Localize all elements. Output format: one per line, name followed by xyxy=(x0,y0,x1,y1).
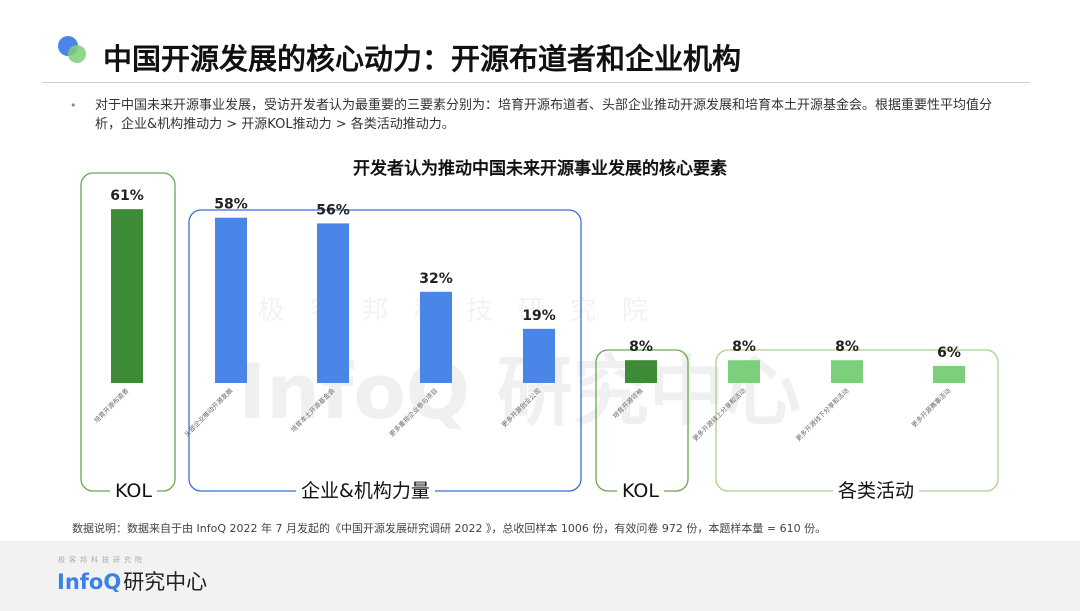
data-label: 8% xyxy=(732,339,756,355)
category-label: 培育本土开源基金会 xyxy=(289,386,337,434)
group-label: KOL xyxy=(110,480,157,502)
header-dots xyxy=(58,36,90,68)
category-label: 培育开源领袖 xyxy=(610,386,644,420)
bullet-icon: • xyxy=(70,99,77,112)
group-label: KOL xyxy=(617,480,664,502)
data-label: 19% xyxy=(522,308,556,324)
group-frame xyxy=(188,209,582,492)
page-title: 中国开源发展的核心动力：开源布道者和企业机构 xyxy=(103,42,742,76)
bar xyxy=(523,328,555,383)
data-label: 56% xyxy=(316,202,350,218)
chart-title: 开发者认为推动中国未来开源事业发展的核心要素 xyxy=(353,159,727,179)
category-label: 更多开源线下分享和活动 xyxy=(793,386,850,443)
bar xyxy=(111,209,143,383)
data-note: 数据说明：数据来自于由 InfoQ 2022 年 7 月发起的《中国开源发展研究… xyxy=(72,522,827,535)
brand-name-cn: 研究中心 xyxy=(123,570,208,594)
brand-logo: InfoQ研究中心 xyxy=(57,566,207,596)
bar xyxy=(728,360,760,383)
data-label: 8% xyxy=(835,339,859,355)
bar xyxy=(317,223,349,383)
group-label: 各类活动 xyxy=(833,480,920,502)
category-label: 更多开源赛事活动 xyxy=(909,386,952,429)
data-label: 32% xyxy=(419,271,453,287)
category-label: 更多重视企业参与项目 xyxy=(387,386,439,438)
intro-text: 对于中国未来开源事业发展，受访开发者认为最重要的三要素分别为：培育开源布道者、头… xyxy=(95,98,993,132)
bar xyxy=(625,360,657,383)
category-label: 更多开源创业公司 xyxy=(499,386,542,429)
bar xyxy=(831,360,863,383)
category-label: 头部企业推动开源发展 xyxy=(182,386,235,439)
bar xyxy=(215,217,247,383)
data-label: 8% xyxy=(629,339,653,355)
category-label: 更多开源线上分享和活动 xyxy=(690,386,747,443)
group-label: 企业&机构力量 xyxy=(296,480,435,502)
title-divider xyxy=(42,82,1030,83)
footer-band xyxy=(0,541,1080,611)
data-label: 6% xyxy=(937,345,961,361)
bar xyxy=(933,365,965,383)
brand-subtitle: 极客邦科技研究院 xyxy=(58,556,146,564)
green-dot-icon xyxy=(68,45,86,63)
brand-name: InfoQ xyxy=(57,570,122,594)
category-label: 培育开源布道者 xyxy=(92,386,131,425)
data-label: 58% xyxy=(214,197,248,213)
bar xyxy=(420,291,452,383)
data-label: 61% xyxy=(110,188,144,204)
